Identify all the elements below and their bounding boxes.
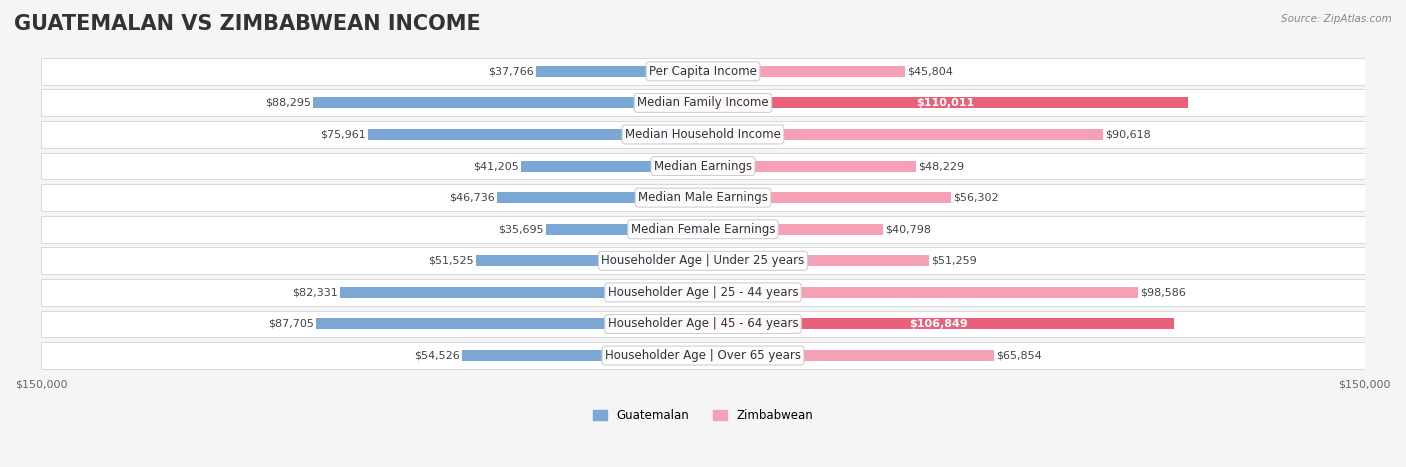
Text: $87,705: $87,705 (269, 319, 314, 329)
Bar (41, 311, 1365, 337)
Text: $98,586: $98,586 (1140, 287, 1187, 297)
Text: Median Household Income: Median Household Income (626, 128, 780, 141)
Bar (703, 224, 883, 235)
Text: $56,302: $56,302 (953, 192, 1000, 203)
Text: $46,736: $46,736 (449, 192, 495, 203)
Bar (316, 318, 703, 330)
Bar (41, 216, 1365, 243)
Bar (546, 224, 703, 235)
Text: $41,205: $41,205 (474, 161, 519, 171)
Bar (522, 161, 703, 171)
Bar (41, 279, 1365, 306)
Text: $51,259: $51,259 (931, 256, 977, 266)
Bar (536, 66, 703, 77)
Text: $48,229: $48,229 (918, 161, 965, 171)
Bar (340, 287, 703, 298)
Text: $106,849: $106,849 (910, 319, 969, 329)
Bar (41, 121, 1365, 148)
Text: Median Male Earnings: Median Male Earnings (638, 191, 768, 204)
Text: $88,295: $88,295 (266, 98, 311, 108)
Bar (41, 184, 1365, 211)
Text: Householder Age | Over 65 years: Householder Age | Over 65 years (605, 349, 801, 362)
Bar (314, 97, 703, 108)
Bar (703, 255, 929, 266)
Text: $65,854: $65,854 (995, 351, 1042, 361)
Bar (703, 192, 952, 203)
Bar (703, 350, 994, 361)
Bar (703, 66, 905, 77)
Text: Householder Age | Under 25 years: Householder Age | Under 25 years (602, 255, 804, 267)
Legend: Guatemalan, Zimbabwean: Guatemalan, Zimbabwean (588, 404, 818, 426)
Bar (41, 342, 1365, 369)
Text: Householder Age | 25 - 44 years: Householder Age | 25 - 44 years (607, 286, 799, 299)
Text: $54,526: $54,526 (415, 351, 460, 361)
Text: $40,798: $40,798 (886, 224, 931, 234)
Bar (463, 350, 703, 361)
Text: Per Capita Income: Per Capita Income (650, 65, 756, 78)
Text: $35,695: $35,695 (498, 224, 543, 234)
Text: Householder Age | 45 - 64 years: Householder Age | 45 - 64 years (607, 318, 799, 331)
Text: Source: ZipAtlas.com: Source: ZipAtlas.com (1281, 14, 1392, 24)
Text: $82,331: $82,331 (292, 287, 337, 297)
Bar (41, 248, 1365, 274)
Text: Median Family Income: Median Family Income (637, 96, 769, 109)
Bar (475, 255, 703, 266)
Bar (703, 129, 1102, 140)
Text: GUATEMALAN VS ZIMBABWEAN INCOME: GUATEMALAN VS ZIMBABWEAN INCOME (14, 14, 481, 34)
Bar (41, 90, 1365, 116)
Bar (703, 97, 1188, 108)
Text: $37,766: $37,766 (488, 66, 534, 76)
Text: Median Female Earnings: Median Female Earnings (631, 223, 775, 236)
Text: Median Earnings: Median Earnings (654, 160, 752, 172)
Bar (368, 129, 703, 140)
Text: $90,618: $90,618 (1105, 129, 1150, 140)
Bar (496, 192, 703, 203)
Text: $110,011: $110,011 (917, 98, 974, 108)
Bar (41, 58, 1365, 85)
Text: $51,525: $51,525 (427, 256, 474, 266)
Bar (703, 161, 915, 171)
Text: $75,961: $75,961 (321, 129, 366, 140)
Bar (703, 318, 1174, 330)
Bar (703, 287, 1137, 298)
Bar (41, 153, 1365, 179)
Text: $45,804: $45,804 (907, 66, 953, 76)
